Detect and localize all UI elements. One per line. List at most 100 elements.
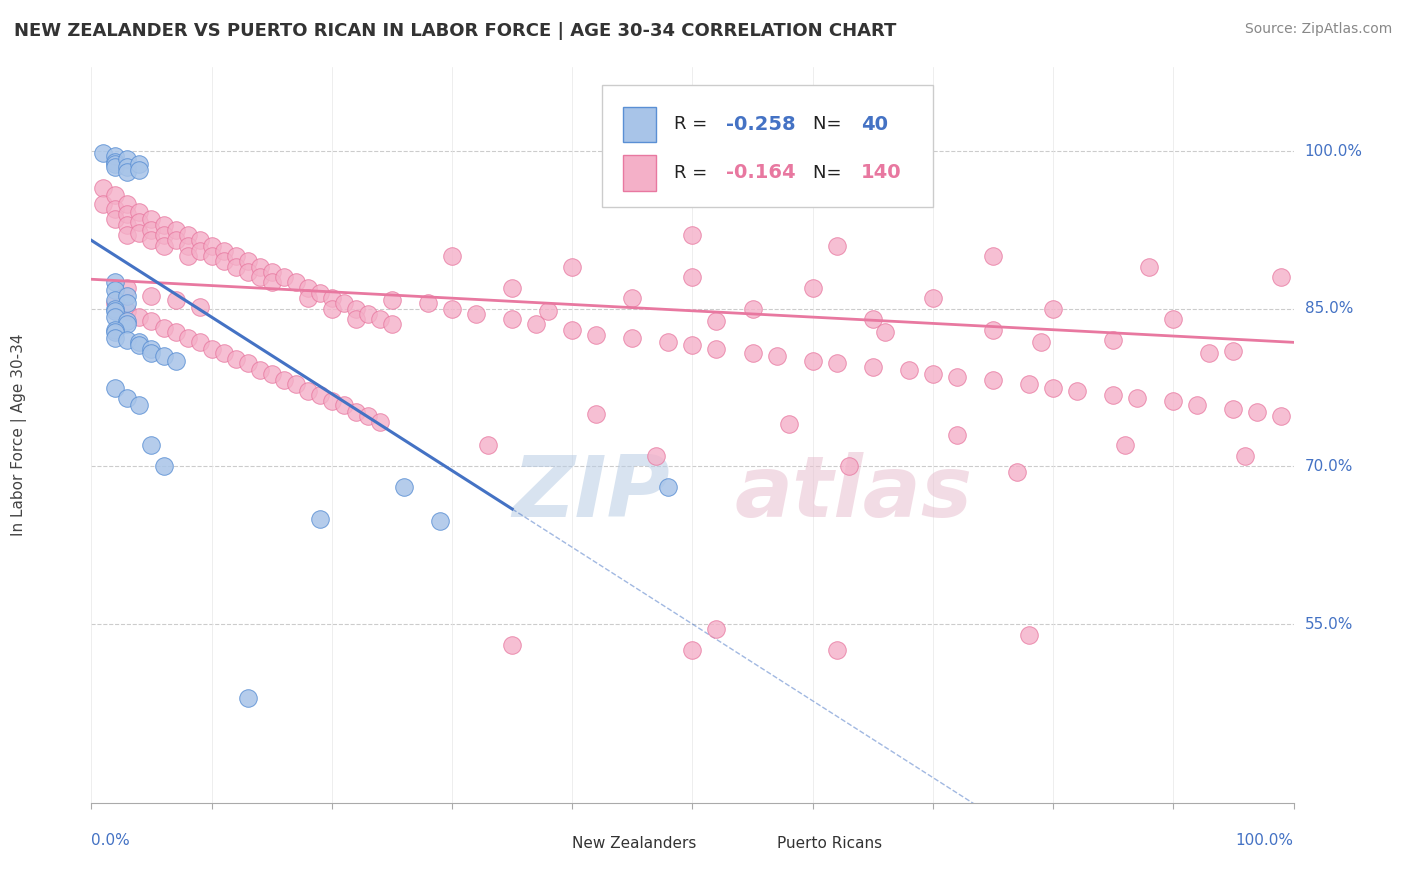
Point xyxy=(368,312,391,326)
Point xyxy=(128,205,150,219)
Point xyxy=(1042,380,1064,394)
Text: NEW ZEALANDER VS PUERTO RICAN IN LABOR FORCE | AGE 30-34 CORRELATION CHART: NEW ZEALANDER VS PUERTO RICAN IN LABOR F… xyxy=(14,22,897,40)
FancyBboxPatch shape xyxy=(623,155,657,191)
Text: R =: R = xyxy=(675,115,713,133)
Point xyxy=(117,228,139,243)
Point xyxy=(104,296,127,310)
Point xyxy=(585,328,607,343)
Point xyxy=(477,438,499,452)
Point xyxy=(1198,346,1220,360)
Point xyxy=(838,459,860,474)
Point xyxy=(706,314,728,328)
Point xyxy=(981,323,1004,337)
Point xyxy=(260,276,283,290)
Point xyxy=(176,238,198,252)
Point xyxy=(104,156,127,170)
Point xyxy=(778,417,800,432)
Text: 40: 40 xyxy=(860,115,887,134)
FancyBboxPatch shape xyxy=(602,86,934,207)
Point xyxy=(741,301,763,316)
Point xyxy=(104,212,127,227)
Point xyxy=(117,207,139,221)
Point xyxy=(308,512,330,526)
Point xyxy=(141,212,163,227)
Point xyxy=(152,238,174,252)
Point xyxy=(1222,401,1244,416)
Point xyxy=(501,312,523,326)
Point xyxy=(104,188,127,202)
Point xyxy=(321,291,343,305)
Point xyxy=(152,459,174,474)
Point xyxy=(440,249,463,263)
Point xyxy=(825,643,848,657)
Point xyxy=(117,318,139,332)
Point xyxy=(946,428,969,442)
Point xyxy=(645,449,668,463)
Point xyxy=(801,281,824,295)
Point xyxy=(946,370,969,384)
Point xyxy=(152,320,174,334)
Point xyxy=(188,335,211,350)
Point xyxy=(201,238,224,252)
Point xyxy=(537,303,560,318)
Point xyxy=(141,314,163,328)
Point xyxy=(429,514,451,528)
Point xyxy=(922,367,945,381)
Point xyxy=(621,291,644,305)
Point xyxy=(765,349,787,363)
Point xyxy=(681,228,703,243)
Point xyxy=(188,300,211,314)
Point xyxy=(381,293,404,308)
Point xyxy=(201,249,224,263)
Point xyxy=(681,643,703,657)
Point xyxy=(117,303,139,318)
Point xyxy=(1042,301,1064,316)
Point xyxy=(392,480,415,494)
Point xyxy=(104,380,127,394)
Point xyxy=(524,318,547,332)
Point xyxy=(825,356,848,370)
Point xyxy=(176,249,198,263)
Point xyxy=(284,377,307,392)
Point xyxy=(284,276,307,290)
Point xyxy=(128,399,150,413)
Text: 0.0%: 0.0% xyxy=(91,833,131,848)
Point xyxy=(152,228,174,243)
Point xyxy=(117,160,139,174)
Point xyxy=(117,289,139,303)
Point xyxy=(249,260,271,274)
Point xyxy=(236,265,259,279)
Point xyxy=(225,260,247,274)
Point xyxy=(1246,405,1268,419)
Point xyxy=(152,218,174,232)
Point xyxy=(1222,343,1244,358)
Point xyxy=(897,362,920,376)
Point xyxy=(236,356,259,370)
Text: 100.0%: 100.0% xyxy=(1305,144,1362,159)
Point xyxy=(321,301,343,316)
Point xyxy=(104,149,127,163)
Point xyxy=(141,223,163,237)
Point xyxy=(862,312,884,326)
Point xyxy=(165,293,187,308)
Point xyxy=(297,384,319,398)
Point xyxy=(585,407,607,421)
Point xyxy=(1161,312,1184,326)
Point xyxy=(128,310,150,325)
Point xyxy=(873,325,896,339)
Point xyxy=(357,307,380,321)
Point xyxy=(141,289,163,303)
Point xyxy=(333,296,356,310)
Point xyxy=(212,244,235,258)
Point xyxy=(981,373,1004,387)
Point xyxy=(681,338,703,352)
Point xyxy=(117,391,139,405)
Point xyxy=(344,405,367,419)
Point xyxy=(1018,627,1040,641)
Point xyxy=(1066,384,1088,398)
Point xyxy=(1126,391,1149,405)
Point xyxy=(440,301,463,316)
Point xyxy=(104,331,127,345)
Point xyxy=(1234,449,1257,463)
Point xyxy=(344,312,367,326)
